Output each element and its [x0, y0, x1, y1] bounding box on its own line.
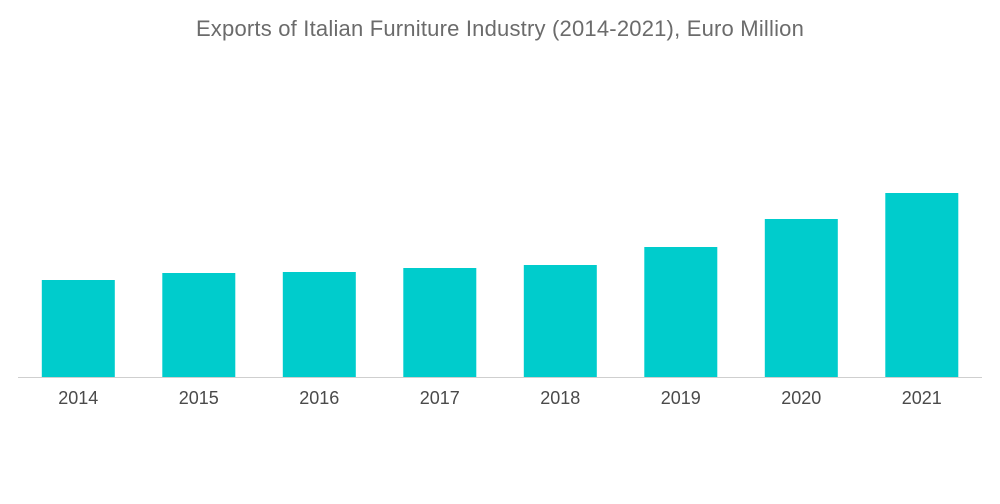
x-tick-label-2020: 2020 [781, 388, 821, 408]
bar-2020 [764, 219, 838, 377]
bar-2017 [403, 268, 477, 377]
x-tick-label-2018: 2018 [540, 388, 580, 408]
bars-group [41, 193, 959, 377]
bar-2021 [885, 193, 959, 377]
x-tick-label-2021: 2021 [902, 388, 942, 408]
x-tick-label-2016: 2016 [299, 388, 339, 408]
x-tick-label-2014: 2014 [58, 388, 98, 408]
bar-2015 [162, 273, 236, 377]
x-tick-label-2019: 2019 [661, 388, 701, 408]
chart-title: Exports of Italian Furniture Industry (2… [195, 16, 805, 41]
bar-2018 [523, 265, 597, 377]
bar-2016 [282, 272, 356, 377]
x-tick-labels: 2014 2015 2016 2017 2018 2019 2020 2021 [58, 388, 942, 408]
x-tick-label-2017: 2017 [420, 388, 460, 408]
bar-2019 [644, 247, 718, 377]
x-tick-label-2015: 2015 [179, 388, 219, 408]
bar-2014 [41, 280, 115, 377]
